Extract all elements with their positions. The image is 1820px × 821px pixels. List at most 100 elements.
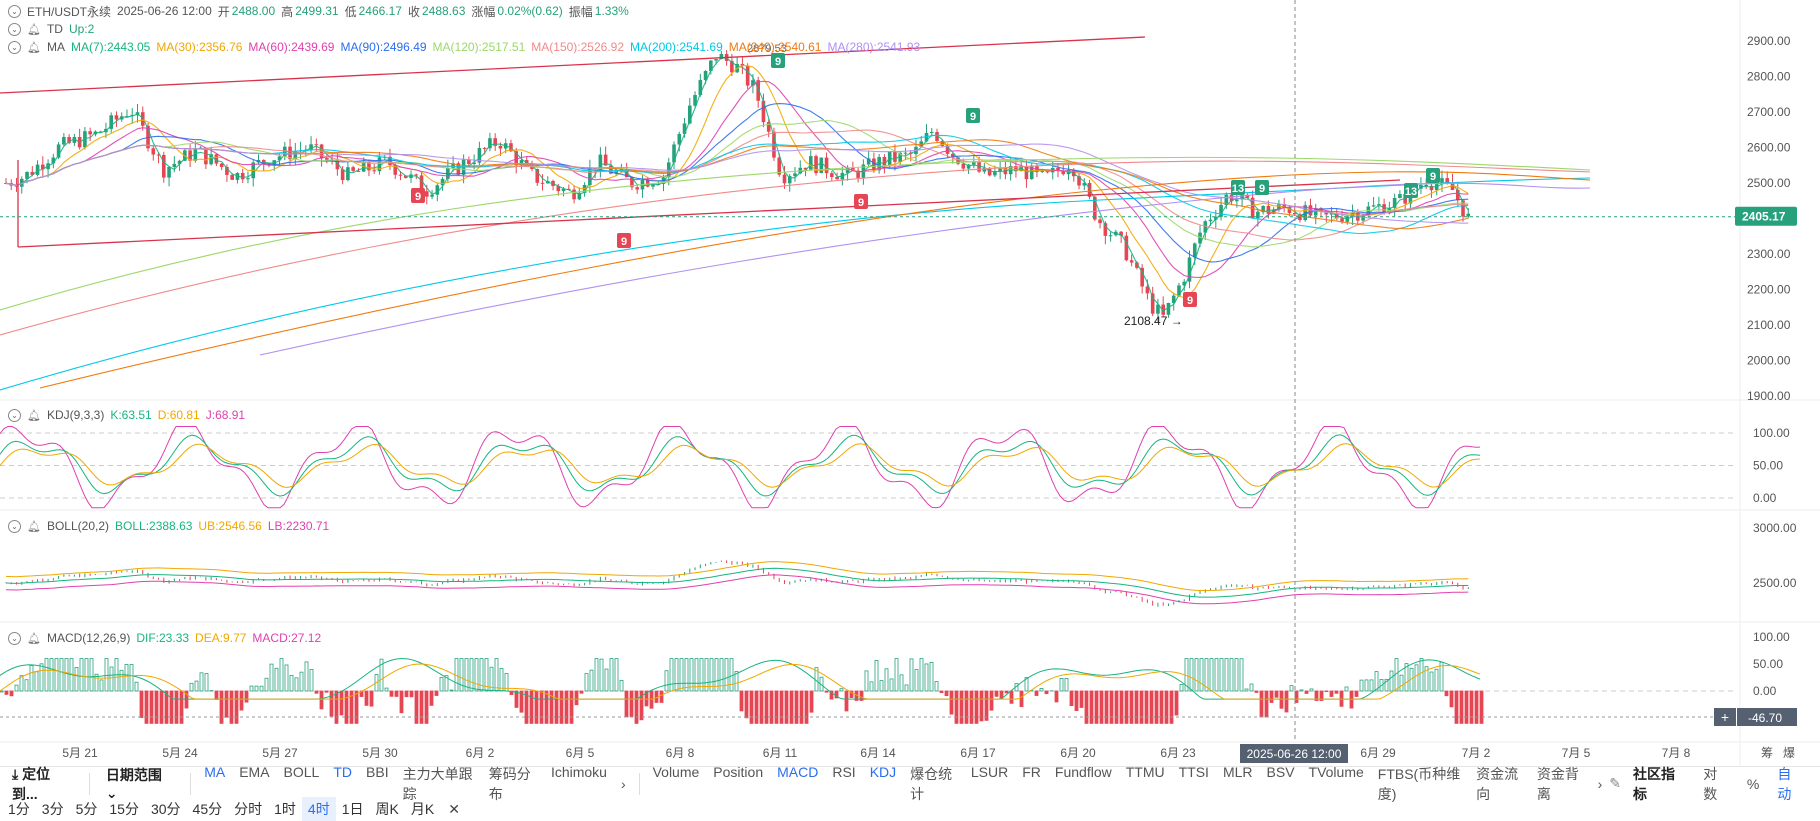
macd-histogram-bar [959, 690, 964, 724]
sub-indicator-rsi[interactable]: RSI [832, 763, 856, 780]
macd-histogram-bar [1019, 690, 1024, 708]
time-tick-label: 6月 8 [666, 746, 695, 760]
macd-histogram-bar [214, 690, 219, 700]
interval--k[interactable]: 月K [410, 801, 435, 817]
date-range-button[interactable]: 日期范围 ⌄ [105, 767, 162, 801]
sub-indicator-fr[interactable]: FR [1022, 763, 1041, 780]
interval-1-[interactable]: 1分 [8, 801, 30, 817]
kdj-label[interactable]: KDJ(9,3,3) [46, 408, 105, 422]
collapse-chevron-icon[interactable]: ⌄ [8, 408, 21, 422]
sub-indicator-macd[interactable]: MACD [777, 763, 819, 780]
macd-histogram-bar [964, 690, 969, 724]
interval-3-[interactable]: 3分 [41, 801, 64, 817]
bell-icon[interactable]: 🔔︎ [27, 520, 41, 533]
bell-icon[interactable]: 🔔︎ [27, 409, 41, 422]
sub-indicator-mlr[interactable]: MLR [1222, 763, 1253, 780]
sub-indicator--[interactable]: 资金流向 [1476, 765, 1519, 802]
candle-body [1192, 243, 1197, 258]
chevron-right-icon[interactable]: › [1597, 775, 1603, 792]
candle-body [440, 178, 445, 186]
main-indicator-ema[interactable]: EMA [239, 763, 270, 780]
interval-1-[interactable]: 1日 [341, 801, 364, 817]
macd-histogram-bar [459, 658, 464, 692]
main-indicator--[interactable]: 筹码分布 [488, 765, 531, 802]
macd-histogram-bar [349, 690, 354, 724]
log-scale-button[interactable]: 对数 [1703, 765, 1718, 802]
candle-body [540, 182, 545, 184]
macd-histogram-bar [279, 658, 284, 692]
close-icon[interactable]: ✕ [448, 800, 460, 817]
sub-indicator-tvolume[interactable]: TVolume [1308, 763, 1364, 780]
bell-icon[interactable]: 🔔︎ [27, 23, 41, 36]
macd-histogram-bar [1039, 688, 1044, 692]
candle-body [98, 131, 103, 133]
kdj-panel: 100.00 50.00 0.00 [0, 426, 1790, 509]
interval-15-[interactable]: 15分 [109, 801, 139, 817]
candle-body [682, 123, 687, 134]
main-indicator-td[interactable]: TD [333, 763, 353, 780]
interval--k[interactable]: 周K [375, 801, 399, 817]
macd-histogram-bar [809, 690, 814, 713]
macd-histogram-bar [699, 658, 704, 692]
locate-button[interactable]: ⤓ 定位到... [12, 765, 51, 802]
macd-label[interactable]: MACD(12,26,9) [46, 631, 131, 645]
sub-indicator-ttsi[interactable]: TTSI [1178, 763, 1209, 780]
collapse-chevron-icon[interactable]: ⌄ [8, 631, 21, 645]
sub-indicator-volume[interactable]: Volume [652, 763, 700, 780]
sub-indicator-ftbs-[interactable]: FTBS(币种维度) [1377, 765, 1461, 802]
percent-scale-button[interactable]: % [1746, 775, 1760, 792]
sub-indicator-fundflow[interactable]: Fundflow [1054, 763, 1112, 780]
ma-label[interactable]: MA [46, 40, 65, 54]
main-indicator-ma[interactable]: MA [204, 763, 226, 780]
sub-indicator--[interactable]: 爆仓统计 [910, 765, 953, 802]
price-tick-label: 2700.00 [1747, 105, 1791, 119]
interval-4-[interactable]: 4时 [301, 797, 336, 821]
sub-indicator-position[interactable]: Position [713, 763, 764, 780]
macd-histogram-bar [109, 666, 114, 692]
candle-body [793, 173, 797, 177]
sub-indicator-bsv[interactable]: BSV [1266, 763, 1295, 780]
sub-indicator-lsur[interactable]: LSUR [970, 763, 1009, 780]
candle-body [1161, 304, 1165, 315]
auto-scale-button[interactable]: 自动 [1777, 765, 1792, 802]
macd-histogram-bar [224, 690, 229, 718]
macd-histogram-bar [464, 658, 469, 692]
sub-indicator--[interactable]: 资金背离 [1536, 765, 1579, 802]
sub-indicator-kdj[interactable]: KDJ [869, 763, 897, 780]
interval-45-[interactable]: 45分 [192, 801, 223, 817]
collapse-chevron-icon[interactable]: ⌄ [8, 519, 21, 533]
interval-5-[interactable]: 5分 [75, 801, 98, 817]
edit-icon[interactable]: ✎ [1609, 775, 1622, 791]
main-indicator-bbi[interactable]: BBI [366, 763, 389, 780]
axis-mode-char: 爆 [1783, 746, 1795, 760]
macd-histogram-bar [844, 690, 849, 712]
candle-body [398, 174, 403, 176]
main-indicator-boll[interactable]: BOLL [283, 763, 320, 780]
macd-histogram-bar [429, 690, 434, 706]
macd-histogram-bar [334, 690, 339, 724]
collapse-chevron-icon[interactable]: ⌄ [8, 22, 21, 36]
candle-body [1440, 178, 1444, 185]
collapse-chevron-icon[interactable]: ⌄ [8, 4, 21, 18]
boll-label[interactable]: BOLL(20,2) [46, 519, 110, 533]
community-indicator-button[interactable]: 社区指标 [1633, 765, 1676, 802]
collapse-chevron-icon[interactable]: ⌄ [8, 40, 21, 54]
interval-30-[interactable]: 30分 [150, 801, 181, 817]
macd-histogram-bar [874, 660, 879, 692]
boll-lower-band [5, 574, 1469, 605]
interval-1-[interactable]: 1时 [274, 801, 296, 817]
bell-icon[interactable]: 🔔︎ [27, 632, 41, 645]
sub-indicator-ttmu[interactable]: TTMU [1125, 763, 1165, 780]
main-indicator-ichimoku[interactable]: Ichimoku [550, 763, 607, 780]
chevron-right-icon[interactable]: › [620, 775, 626, 792]
macd-histogram-bar [434, 690, 439, 696]
bell-icon[interactable]: 🔔︎ [27, 41, 41, 54]
td-value: Up:2 [68, 22, 95, 36]
macd-histogram-bar [319, 690, 324, 710]
td-label[interactable]: TD [46, 22, 63, 36]
macd-histogram-bar [1109, 690, 1114, 724]
interval--[interactable]: 分时 [234, 801, 263, 817]
candle-body [109, 115, 113, 129]
main-indicator--[interactable]: 主力大单跟踪 [402, 765, 473, 802]
